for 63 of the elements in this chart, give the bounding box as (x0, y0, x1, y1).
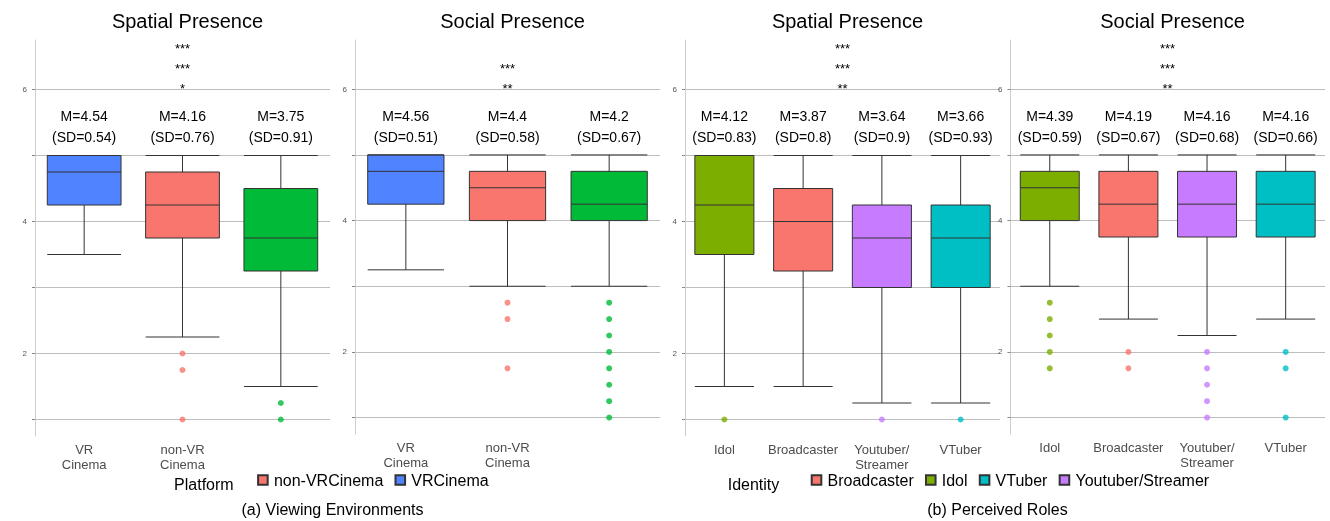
text: (a) Viewing Environments (241, 500, 424, 518)
annotation: M=4.12 (SD=0.83) (692, 107, 757, 145)
annotation: ** (837, 81, 848, 96)
x-tick-label: Idol (1039, 440, 1061, 455)
chart-title: Social Presence (1100, 10, 1245, 32)
x-tick-label: Idol (713, 442, 735, 457)
annotation: M=4.19 (SD=0.67) (1096, 107, 1161, 145)
annotation: * (179, 81, 186, 96)
legend-label: Youtuber/Streamer (1075, 471, 1210, 489)
y-tick-label: 4 (22, 217, 28, 226)
legend-label: VTuber (995, 471, 1049, 489)
annotation: *** (1159, 61, 1176, 76)
y-tick-label: 2 (998, 347, 1003, 357)
x-tick-label: VTuber (939, 442, 983, 457)
annotation: M=3.64 (SD=0.9) (853, 107, 911, 145)
chart-title: Social Presence (440, 10, 585, 32)
y-tick-label: 6 (998, 84, 1003, 94)
legend-title: Identity (727, 475, 780, 493)
y-tick-label: 2 (342, 347, 348, 357)
x-tick-label: Youtuber/Streamer (854, 442, 910, 472)
text: (b) Perceived Roles (927, 500, 1068, 518)
legend-label: non-VRCinema (273, 471, 384, 489)
annotation: *** (834, 61, 851, 76)
annotation: M=4.2 (SD=0.67) (577, 107, 642, 145)
y-tick-label: 6 (342, 84, 348, 94)
x-tick-label: VTuber (1264, 440, 1308, 455)
annotation: ** (1162, 81, 1173, 96)
y-tick-label: 4 (342, 216, 348, 226)
annotation: M=4.39 (SD=0.59) (1017, 107, 1082, 145)
x-tick-label: non-VR Cinema (485, 440, 531, 470)
annotation: M=4.16 (SD=0.76) (150, 107, 215, 145)
annotation: *** (174, 61, 191, 76)
annotation: M=3.75 (SD=0.91) (248, 107, 313, 145)
x-tick-label: VR Cinema (383, 440, 429, 470)
legend-label: Broadcaster (827, 471, 915, 489)
y-tick-label: 4 (672, 217, 678, 226)
annotation: *** (174, 41, 191, 56)
x-tick-label: Broadcaster (768, 442, 839, 457)
y-tick-label: 6 (672, 85, 678, 94)
x-tick-label: Broadcaster (1093, 440, 1165, 455)
y-tick-label: 2 (672, 349, 678, 358)
y-tick-label: 4 (998, 216, 1003, 226)
y-tick-label: 2 (22, 349, 28, 358)
annotation: M=4.16 (SD=0.66) (1253, 107, 1318, 145)
annotation: ** (502, 81, 513, 96)
legend-label: VRCinema (411, 471, 489, 489)
y-tick-label: 6 (22, 85, 28, 94)
x-tick-label: non-VR Cinema (160, 442, 206, 472)
annotation: *** (1159, 41, 1176, 56)
legend-title: Platform (174, 475, 234, 493)
x-tick-label: Youtuber/Streamer (1179, 440, 1236, 470)
annotation: M=4.4 (SD=0.58) (475, 107, 540, 145)
annotation: M=3.87 (SD=0.8) (774, 107, 832, 145)
chart-title: Spatial Presence (771, 10, 924, 32)
legend-label: Idol (941, 471, 968, 489)
chart-title: Spatial Presence (111, 10, 264, 32)
annotation: *** (499, 61, 516, 76)
annotation: M=4.16 (SD=0.68) (1174, 107, 1240, 145)
annotation: M=3.66 (SD=0.93) (928, 107, 993, 145)
annotation: *** (834, 41, 851, 56)
x-tick-label: VR Cinema (61, 442, 108, 472)
annotation: M=4.54 (SD=0.54) (52, 107, 117, 145)
annotation: M=4.56 (SD=0.51) (373, 107, 438, 145)
